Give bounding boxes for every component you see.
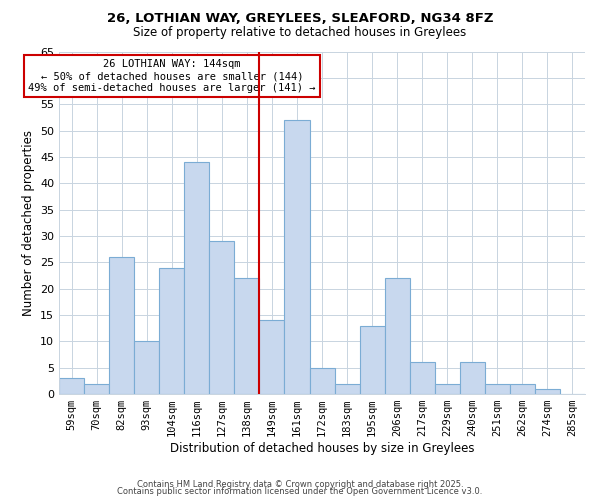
Bar <box>235 278 259 394</box>
Bar <box>284 120 310 394</box>
Text: 26 LOTHIAN WAY: 144sqm
← 50% of detached houses are smaller (144)
49% of semi-de: 26 LOTHIAN WAY: 144sqm ← 50% of detached… <box>28 60 316 92</box>
Bar <box>359 326 385 394</box>
Bar <box>535 389 560 394</box>
Bar <box>510 384 535 394</box>
Bar <box>159 268 184 394</box>
Bar <box>460 362 485 394</box>
Bar <box>259 320 284 394</box>
Bar <box>59 378 84 394</box>
Text: Contains public sector information licensed under the Open Government Licence v3: Contains public sector information licen… <box>118 487 482 496</box>
Bar <box>410 362 435 394</box>
Bar <box>435 384 460 394</box>
Bar <box>385 278 410 394</box>
Bar <box>184 162 209 394</box>
Bar <box>310 368 335 394</box>
Text: Contains HM Land Registry data © Crown copyright and database right 2025.: Contains HM Land Registry data © Crown c… <box>137 480 463 489</box>
Text: 26, LOTHIAN WAY, GREYLEES, SLEAFORD, NG34 8FZ: 26, LOTHIAN WAY, GREYLEES, SLEAFORD, NG3… <box>107 12 493 26</box>
Bar <box>485 384 510 394</box>
Bar <box>84 384 109 394</box>
Y-axis label: Number of detached properties: Number of detached properties <box>22 130 35 316</box>
Bar <box>109 257 134 394</box>
X-axis label: Distribution of detached houses by size in Greylees: Distribution of detached houses by size … <box>170 442 475 455</box>
Text: Size of property relative to detached houses in Greylees: Size of property relative to detached ho… <box>133 26 467 39</box>
Bar <box>335 384 359 394</box>
Bar <box>134 342 159 394</box>
Bar <box>209 241 235 394</box>
